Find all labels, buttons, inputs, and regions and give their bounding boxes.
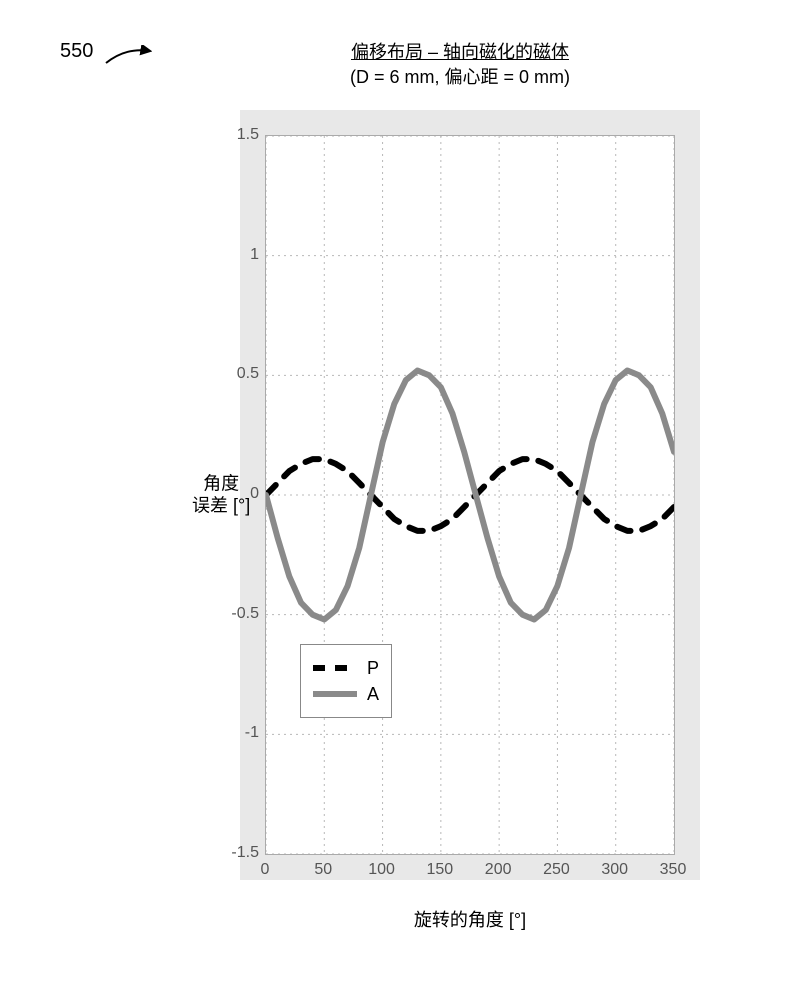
y-axis-label-l2: 误差 [°] (192, 495, 250, 517)
legend-item-p: P (313, 655, 379, 681)
chart: 偏移布局 – 轴向磁化的磁体 (D = 6 mm, 偏心距 = 0 mm) P … (200, 40, 720, 940)
legend: P A (300, 644, 392, 718)
x-tick-label: 0 (261, 861, 270, 879)
legend-label-p: P (367, 658, 379, 679)
x-tick-label: 200 (485, 861, 512, 879)
y-axis-label: 角度 误差 [°] (192, 473, 250, 516)
legend-label-a: A (367, 684, 379, 705)
y-tick-label: 0.5 (237, 365, 259, 383)
x-tick-label: 250 (543, 861, 570, 879)
y-tick-label: 1.5 (237, 126, 259, 144)
plot-inner: P A (265, 135, 675, 855)
x-tick-label: 50 (314, 861, 332, 879)
figure-ref-label: 550 (60, 40, 93, 63)
x-tick-label: 300 (601, 861, 628, 879)
plot-area: P A 角度 误差 [°] 旋转的角度 [°] -1.5-1-0.500.511… (240, 110, 700, 880)
y-tick-label: -1 (245, 724, 259, 742)
y-axis-label-l1: 角度 (192, 473, 250, 495)
x-tick-label: 150 (426, 861, 453, 879)
plot-svg (266, 136, 674, 854)
y-tick-label: -1.5 (231, 844, 259, 862)
chart-title-line2: (D = 6 mm, 偏心距 = 0 mm) (350, 65, 570, 90)
legend-swatch-a (313, 684, 357, 704)
x-tick-label: 100 (368, 861, 395, 879)
y-tick-label: 0 (250, 485, 259, 503)
legend-swatch-p (313, 658, 357, 678)
legend-item-a: A (313, 681, 379, 707)
x-tick-label: 350 (660, 861, 687, 879)
x-axis-label: 旋转的角度 [°] (414, 906, 526, 932)
chart-title-line1: 偏移布局 – 轴向磁化的磁体 (350, 40, 570, 65)
y-tick-label: -0.5 (231, 605, 259, 623)
y-tick-label: 1 (250, 246, 259, 264)
chart-title: 偏移布局 – 轴向磁化的磁体 (D = 6 mm, 偏心距 = 0 mm) (350, 40, 570, 90)
figure-ref-arrow (104, 45, 152, 65)
